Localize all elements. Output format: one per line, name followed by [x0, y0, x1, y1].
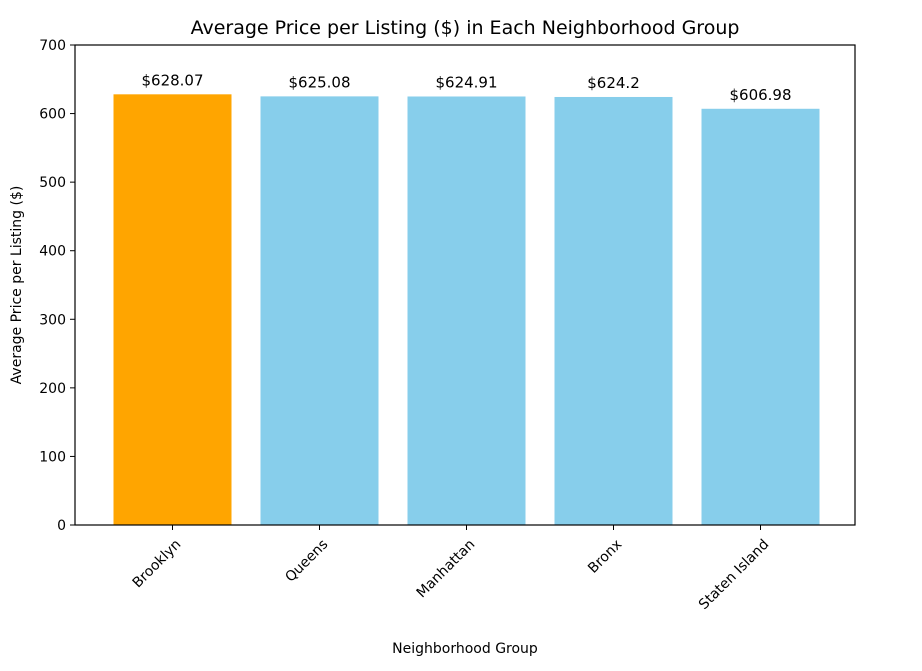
y-tick-label: 100	[39, 449, 66, 465]
x-tick-label: Queens	[282, 537, 331, 586]
x-tick-label: Staten Island	[696, 537, 772, 613]
x-axis-label: Neighborhood Group	[392, 641, 538, 657]
y-tick-label: 300	[39, 312, 66, 328]
value-label: $624.91	[435, 73, 497, 91]
y-tick-label: 600	[39, 107, 66, 123]
bars-layer	[113, 94, 820, 525]
bar-bronx	[554, 96, 673, 525]
value-label: $606.98	[729, 86, 791, 104]
value-label: $628.07	[141, 71, 203, 89]
y-axis-label: Average Price per Listing ($)	[9, 186, 25, 385]
x-tick-label: Bronx	[585, 537, 625, 577]
y-axis: 0 100 200 300 400 500 600 700	[39, 38, 75, 534]
bar-brooklyn	[113, 94, 232, 525]
value-labels-layer: $628.07 $625.08 $624.91 $624.2 $606.98	[141, 71, 791, 103]
y-tick-label: 0	[57, 518, 66, 534]
bar-staten-island	[701, 108, 820, 525]
y-tick-label: 200	[39, 381, 66, 397]
bar-queens	[260, 96, 379, 525]
y-tick-label: 500	[39, 175, 66, 191]
x-tick-label: Manhattan	[414, 537, 479, 602]
plot-frame	[74, 44, 856, 526]
y-tick-label: 400	[39, 244, 66, 260]
y-tick-label: 700	[39, 38, 66, 54]
value-label: $624.2	[587, 74, 640, 92]
x-tick-label: Brooklyn	[130, 537, 185, 592]
chart-title: Average Price per Listing ($) in Each Ne…	[191, 17, 740, 39]
x-axis: Brooklyn Queens Manhattan Bronx Staten Islan…	[130, 525, 772, 613]
bar-manhattan	[407, 96, 526, 525]
value-label: $625.08	[288, 73, 350, 91]
